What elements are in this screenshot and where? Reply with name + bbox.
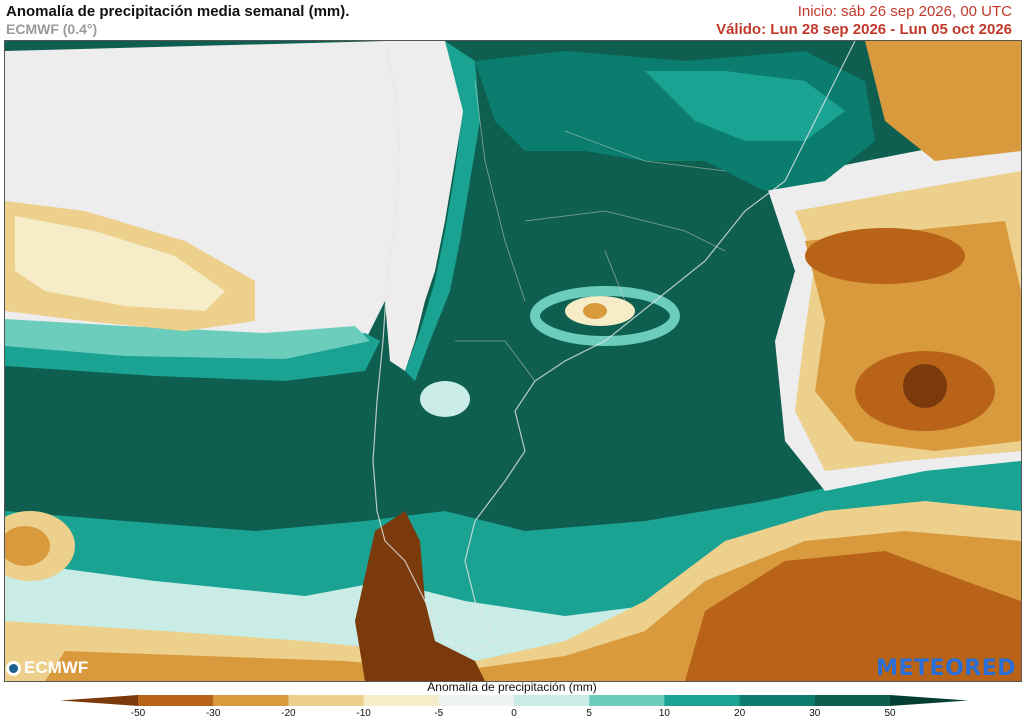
colorbar [60, 695, 968, 706]
ecmwf-logo-icon [6, 660, 21, 676]
colorbar-tick-label: 30 [809, 708, 821, 719]
argentina-dry-core [583, 303, 607, 319]
colorbar-segment [438, 695, 515, 706]
valid-period: Válido: Lun 28 sep 2026 - Lun 05 oct 202… [716, 21, 1012, 38]
pacific-dry-core [15, 216, 225, 311]
colorbar-segment [664, 695, 741, 706]
north-light-patch [645, 71, 845, 141]
colorbar-segment [213, 695, 289, 706]
colorbar-tick-label: -20 [281, 708, 296, 719]
map-canvas [5, 41, 1021, 681]
atlantic-core-north [805, 228, 965, 284]
country-borders [455, 80, 726, 382]
colorbar-segment [363, 695, 440, 706]
model-label: ECMWF (0.4°) [6, 21, 98, 37]
colorbar-segment [288, 695, 365, 706]
ne-dry-region [865, 41, 1021, 161]
colorbar-tick-label: -50 [130, 708, 146, 719]
colorbar-segment [739, 695, 816, 706]
pacific-light-band [5, 319, 370, 359]
map-title: Anomalía de precipitación media semanal … [6, 3, 350, 20]
colorbar-segment [138, 695, 214, 706]
andes-neutral-strip [385, 41, 465, 371]
ecmwf-logo: ECMWF [6, 658, 88, 678]
colorbar-tick-label: 50 [884, 708, 896, 719]
colorbar-tick-label: 5 [586, 708, 592, 719]
colorbar-tick-label: -10 [356, 708, 371, 719]
chile-light-patch [420, 381, 470, 417]
init-time: Inicio: sáb 26 sep 2026, 00 UTC [797, 3, 1012, 20]
colorbar-end-low [60, 695, 138, 706]
colorbar-tick-label: 10 [658, 708, 670, 719]
meteored-logo: METEORED [876, 656, 1016, 681]
colorbar-title: Anomalía de precipitación (mm) [427, 680, 597, 694]
colorbar-tick-label: 20 [734, 708, 746, 719]
patagonia-dry-tip [355, 511, 485, 681]
colorbar-segment [514, 695, 590, 706]
colorbar-tick-label: -5 [434, 708, 444, 719]
ecmwf-logo-text: ECMWF [24, 658, 89, 677]
colorbar-end-high [890, 695, 968, 706]
colorbar-tick-label: 0 [511, 708, 517, 719]
sw-dry-core [5, 526, 50, 566]
southern-ocean-core [685, 551, 1021, 681]
anomaly-map[interactable] [4, 40, 1022, 682]
andes-teal-strip [405, 41, 480, 381]
atlantic-max-core [903, 364, 947, 408]
colorbar-segment [589, 695, 665, 706]
colorbar-segment [814, 695, 891, 706]
colorbar-tick-label: -30 [205, 708, 221, 719]
coastline [372, 41, 856, 652]
